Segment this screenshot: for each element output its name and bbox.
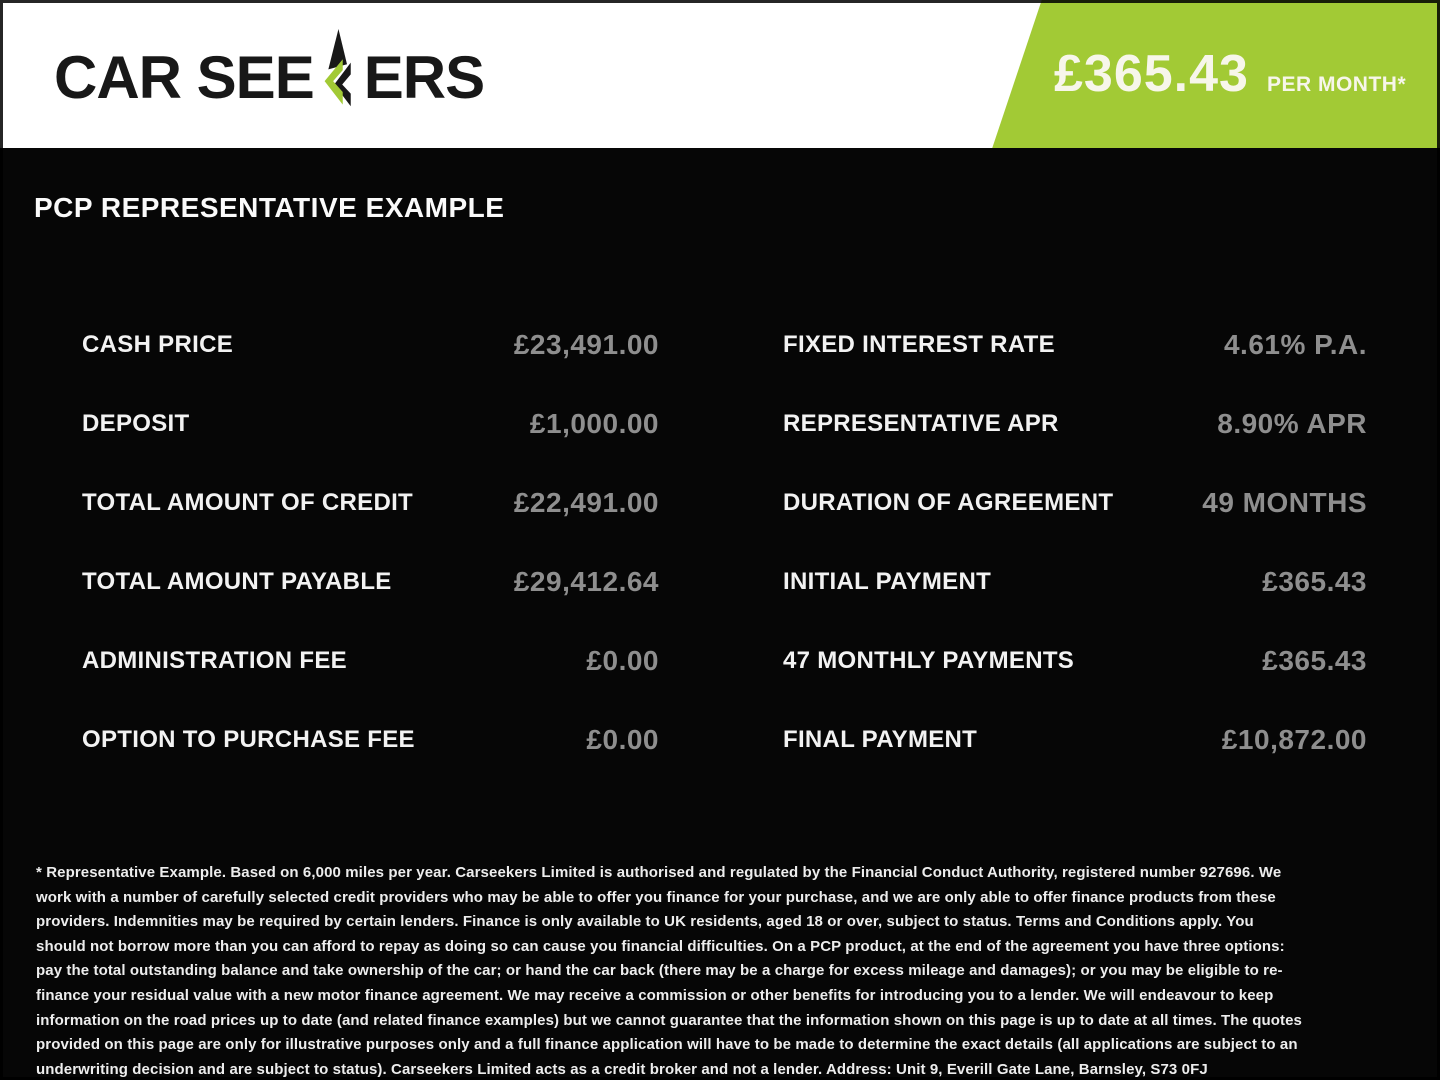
row-label: ADMINISTRATION FEE bbox=[82, 646, 347, 674]
row-initial-payment: INITIAL PAYMENT £365.43 bbox=[783, 542, 1367, 621]
row-total-amount-payable: TOTAL AMOUNT PAYABLE £29,412.64 bbox=[82, 542, 659, 621]
row-value: £1,000.00 bbox=[529, 407, 659, 439]
row-label: FINAL PAYMENT bbox=[783, 725, 978, 753]
row-label: 47 MONTHLY PAYMENTS bbox=[783, 646, 1075, 674]
row-label: INITIAL PAYMENT bbox=[783, 567, 992, 595]
row-label: CASH PRICE bbox=[82, 330, 234, 358]
disclaimer-text: * Representative Example. Based on 6,000… bbox=[36, 864, 1302, 1078]
row-label: TOTAL AMOUNT PAYABLE bbox=[82, 567, 392, 595]
row-fixed-interest-rate: FIXED INTEREST RATE 4.61% P.A. bbox=[783, 305, 1367, 384]
finance-column-right: FIXED INTEREST RATE 4.61% P.A. REPRESENT… bbox=[783, 305, 1367, 779]
finance-example-panel: PCP REPRESENTATIVE EXAMPLE CASH PRICE £2… bbox=[0, 148, 1440, 855]
row-value: £0.00 bbox=[586, 723, 659, 755]
row-value: £22,491.00 bbox=[513, 486, 659, 518]
row-value: 49 MONTHS bbox=[1202, 486, 1367, 518]
row-label: TOTAL AMOUNT OF CREDIT bbox=[82, 488, 414, 516]
row-deposit: DEPOSIT £1,000.00 bbox=[82, 384, 659, 463]
row-value: £0.00 bbox=[586, 644, 659, 676]
row-value: 4.61% P.A. bbox=[1223, 328, 1367, 360]
row-label: OPTION TO PURCHASE FEE bbox=[82, 725, 415, 753]
header-bar: CAR SEE ERS £365.43 PER MONTH* bbox=[0, 0, 1440, 148]
row-monthly-payments: 47 MONTHLY PAYMENTS £365.43 bbox=[783, 621, 1367, 700]
row-value: £365.43 bbox=[1262, 565, 1367, 597]
logo-text-right: ERS bbox=[363, 44, 485, 111]
row-duration-of-agreement: DURATION OF AGREEMENT 49 MONTHS bbox=[783, 463, 1367, 542]
row-value: £23,491.00 bbox=[513, 328, 659, 360]
row-cash-price: CASH PRICE £23,491.00 bbox=[82, 305, 659, 384]
monthly-price-value: £365.43 bbox=[1054, 45, 1249, 103]
logo-k-arrow-icon bbox=[315, 29, 363, 113]
row-value: £365.43 bbox=[1262, 644, 1367, 676]
page-title: PCP REPRESENTATIVE EXAMPLE bbox=[34, 192, 505, 223]
row-label: REPRESENTATIVE APR bbox=[783, 409, 1059, 437]
finance-column-left: CASH PRICE £23,491.00 DEPOSIT £1,000.00 … bbox=[82, 305, 659, 779]
logo-text-left: CAR SEE bbox=[54, 44, 315, 111]
row-label: DEPOSIT bbox=[82, 409, 190, 437]
row-total-amount-of-credit: TOTAL AMOUNT OF CREDIT £22,491.00 bbox=[82, 463, 659, 542]
row-administration-fee: ADMINISTRATION FEE £0.00 bbox=[82, 621, 659, 700]
car-seekers-logo: CAR SEE ERS bbox=[54, 29, 485, 114]
row-value: £10,872.00 bbox=[1221, 723, 1367, 755]
row-value: £29,412.64 bbox=[513, 565, 659, 597]
monthly-price-banner: £365.43 PER MONTH* bbox=[992, 0, 1440, 148]
row-label: DURATION OF AGREEMENT bbox=[783, 488, 1114, 516]
row-label: FIXED INTEREST RATE bbox=[783, 330, 1055, 358]
monthly-price-period: PER MONTH* bbox=[1266, 73, 1407, 96]
row-option-to-purchase-fee: OPTION TO PURCHASE FEE £0.00 bbox=[82, 700, 659, 779]
row-value: 8.90% APR bbox=[1217, 407, 1367, 439]
row-final-payment: FINAL PAYMENT £10,872.00 bbox=[783, 700, 1367, 779]
row-representative-apr: REPRESENTATIVE APR 8.90% APR bbox=[783, 384, 1367, 463]
